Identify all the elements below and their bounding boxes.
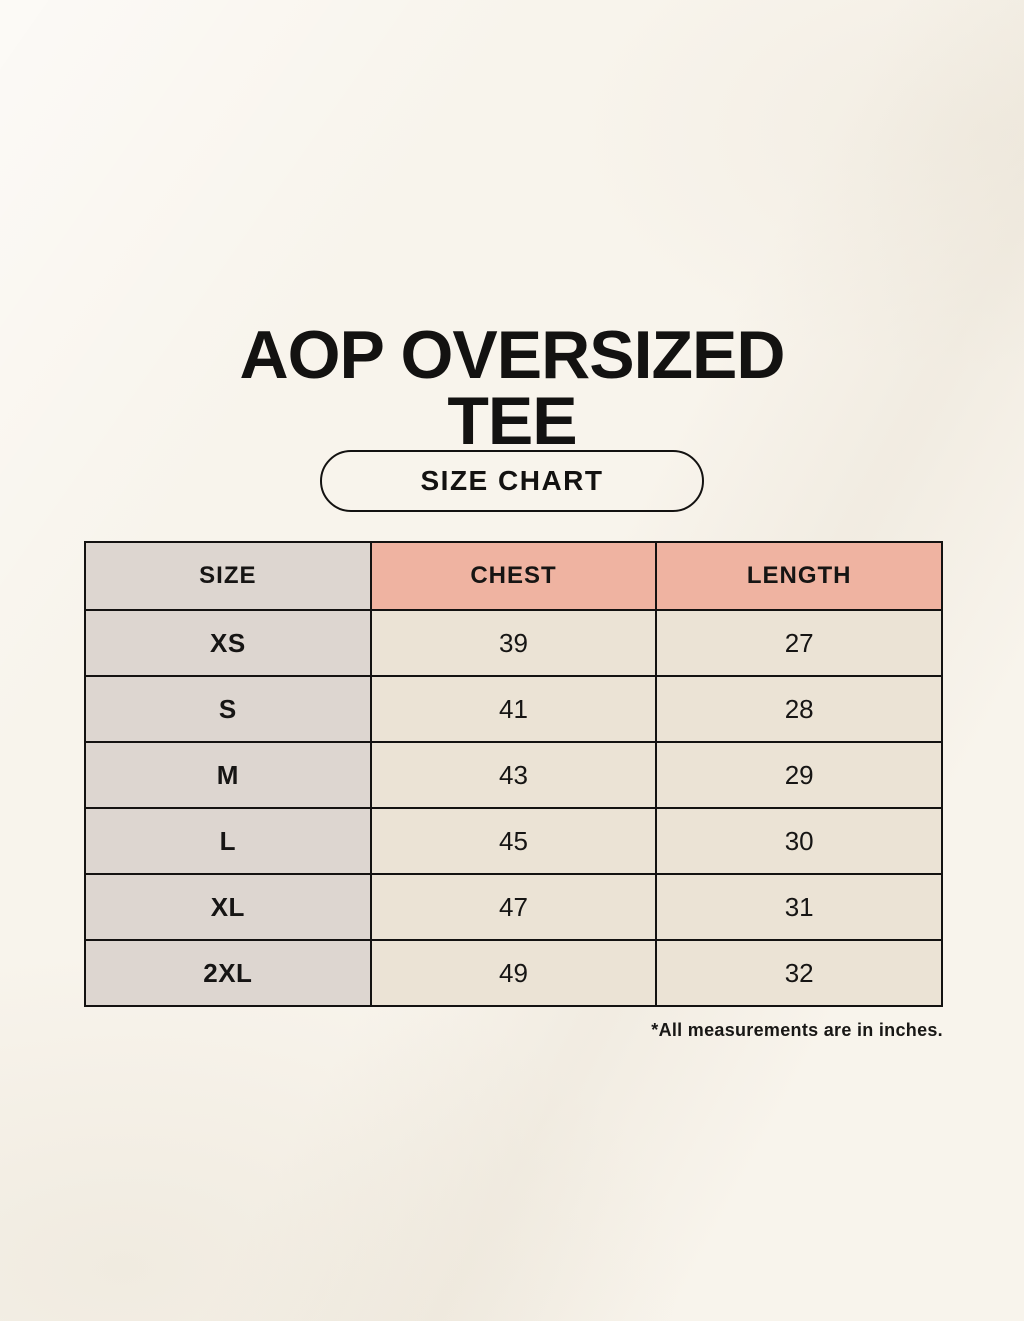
size-cell: S (84, 675, 372, 743)
size-table: SIZE CHEST LENGTH XS 39 27 S 41 28 M (84, 541, 943, 1007)
chest-cell: 49 (369, 939, 658, 1007)
length-cell: 31 (655, 873, 943, 941)
measurements-footnote: *All measurements are in inches. (651, 1020, 943, 1040)
length-cell: 30 (655, 807, 943, 875)
table-row: 2XL 49 32 (84, 939, 943, 1007)
length-cell: 27 (655, 609, 943, 677)
table-row: M 43 29 (84, 741, 943, 809)
length-cell: 29 (655, 741, 943, 809)
column-header-chest: CHEST (369, 541, 658, 611)
size-table-container: SIZE CHEST LENGTH XS 39 27 S 41 28 M (84, 541, 943, 1007)
column-header-size: SIZE (84, 541, 372, 611)
column-header-length: LENGTH (655, 541, 943, 611)
table-row: S 41 28 (84, 675, 943, 743)
chest-cell: 45 (369, 807, 658, 875)
size-cell: M (84, 741, 372, 809)
size-cell: 2XL (84, 939, 372, 1007)
size-cell: L (84, 807, 372, 875)
chest-cell: 39 (369, 609, 658, 677)
length-cell: 28 (655, 675, 943, 743)
chest-cell: 41 (369, 675, 658, 743)
page-title-line-1: AOP OVERSIZED (239, 316, 786, 393)
length-cell: 32 (655, 939, 943, 1007)
table-header-row: SIZE CHEST LENGTH (84, 541, 943, 611)
size-chart-badge: SIZE CHART (320, 450, 704, 512)
table-row: XL 47 31 (84, 873, 943, 941)
size-cell: XS (84, 609, 372, 677)
table-row: XS 39 27 (84, 609, 943, 677)
chest-cell: 43 (369, 741, 658, 809)
size-cell: XL (84, 873, 372, 941)
page-title: AOP OVERSIZED TEE (0, 321, 1024, 456)
table-row: L 45 30 (84, 807, 943, 875)
page-title-line-2: TEE (447, 383, 577, 460)
chest-cell: 47 (369, 873, 658, 941)
size-chart-badge-label: SIZE CHART (420, 465, 604, 496)
